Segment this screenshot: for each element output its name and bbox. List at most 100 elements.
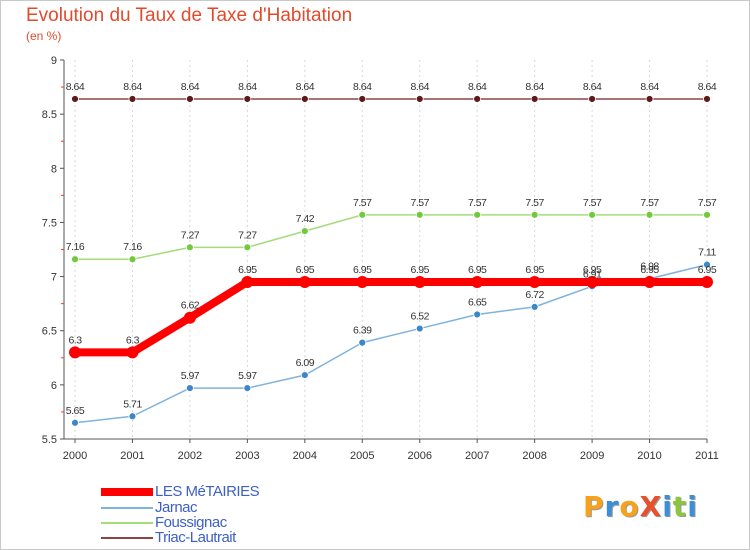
legend-item: Jarnac xyxy=(101,499,361,516)
series-point-3 xyxy=(300,95,309,103)
logo-letter: i xyxy=(662,490,673,523)
y-tick-label: 6.5 xyxy=(42,326,57,338)
y-tick-label: 9 xyxy=(51,55,57,67)
series-point-0 xyxy=(69,346,81,359)
data-label: 6.09 xyxy=(296,357,315,369)
series-point-0 xyxy=(183,311,196,324)
x-tick-label: 2007 xyxy=(465,450,489,462)
series-point-2 xyxy=(530,210,539,219)
y-tick-label: 7.5 xyxy=(42,217,57,229)
logo-letter: i xyxy=(687,490,698,523)
y-tick-label: 6 xyxy=(51,380,57,392)
data-label: 8.64 xyxy=(238,81,257,93)
data-label: 8.64 xyxy=(66,81,85,93)
data-label: 7.57 xyxy=(468,197,487,209)
series-point-2 xyxy=(358,210,367,219)
series-point-3 xyxy=(645,95,654,103)
logo-letter: r xyxy=(604,490,620,523)
data-label: 7.57 xyxy=(353,197,372,209)
y-tick-label: 8.5 xyxy=(42,109,57,121)
data-label: 7.57 xyxy=(525,197,544,209)
data-label: 6.3 xyxy=(68,334,82,346)
proxiti-logo: ProXiti xyxy=(583,490,698,523)
legend-item: Triac-Lautrait xyxy=(101,529,361,546)
series-point-3 xyxy=(473,95,482,103)
x-tick-label: 2008 xyxy=(522,450,546,462)
legend-swatch xyxy=(101,488,153,496)
data-label: 8.64 xyxy=(296,81,315,93)
y-tick-label: 8 xyxy=(51,163,57,175)
legend-item: LES MéTAIRIES xyxy=(101,483,361,500)
series-point-3 xyxy=(243,95,252,103)
data-label: 5.65 xyxy=(66,405,85,417)
data-label: 6.95 xyxy=(296,264,315,276)
data-label: 6.95 xyxy=(468,264,487,276)
series-point-1 xyxy=(128,412,137,421)
data-label: 8.64 xyxy=(468,81,487,93)
data-label: 8.64 xyxy=(640,81,659,93)
y-tick-label: 7 xyxy=(51,272,57,284)
data-label: 8.64 xyxy=(525,81,544,93)
series-point-3 xyxy=(358,95,367,103)
series-point-1 xyxy=(358,338,367,347)
data-label: 6.91 xyxy=(583,268,602,280)
series-point-3 xyxy=(186,95,194,103)
series-point-2 xyxy=(243,243,252,252)
data-label: 6.95 xyxy=(411,264,430,276)
series-point-2 xyxy=(71,255,79,264)
logo-letter: X xyxy=(639,490,663,523)
x-tick-label: 2004 xyxy=(293,450,317,462)
series-point-2 xyxy=(473,210,482,219)
legend-label: LES MéTAIRIES xyxy=(155,483,260,500)
data-label: 7.11 xyxy=(698,247,716,259)
series-point-0 xyxy=(701,275,713,288)
x-tick-label: 2006 xyxy=(407,450,431,462)
x-tick-label: 2002 xyxy=(178,450,202,462)
data-label: 6.95 xyxy=(640,264,659,276)
series-point-1 xyxy=(415,324,424,333)
series-point-0 xyxy=(241,275,254,288)
series-point-1 xyxy=(300,371,309,380)
data-label: 6.52 xyxy=(411,311,430,323)
data-label: 6.39 xyxy=(353,325,372,337)
data-label: 7.16 xyxy=(123,241,142,253)
series-point-0 xyxy=(586,275,599,288)
series-line-0 xyxy=(75,277,707,357)
data-label: 8.64 xyxy=(123,81,142,93)
series-point-2 xyxy=(703,210,711,219)
data-label: 6.3 xyxy=(126,334,140,346)
data-label: 5.97 xyxy=(181,370,200,382)
x-tick-label: 2001 xyxy=(120,450,144,462)
series-point-3 xyxy=(71,95,79,103)
legend-label: Foussignac xyxy=(155,514,227,531)
legend-label: Triac-Lautrait xyxy=(155,529,236,546)
series-point-1 xyxy=(473,310,482,319)
data-label: 7.57 xyxy=(411,197,430,209)
series-point-0 xyxy=(298,275,311,288)
legend-item: Foussignac xyxy=(101,514,361,531)
series-point-2 xyxy=(588,210,596,219)
legend-swatch xyxy=(101,507,153,509)
x-tick-label: 2000 xyxy=(63,450,87,462)
series-point-0 xyxy=(413,275,426,288)
series-point-0 xyxy=(528,275,541,288)
data-label: 6.95 xyxy=(698,264,717,276)
chart-title: Evolution du Taux de Taxe d'Habitation xyxy=(26,5,353,26)
data-label: 7.27 xyxy=(181,229,200,241)
y-tick-label: 5.5 xyxy=(42,434,57,446)
data-label: 6.95 xyxy=(238,264,257,276)
data-label: 6.72 xyxy=(525,289,544,301)
series-point-3 xyxy=(588,95,596,103)
data-label: 6.62 xyxy=(181,300,200,312)
data-label: 7.16 xyxy=(66,241,85,253)
data-label: 7.57 xyxy=(583,197,602,209)
legend-swatch xyxy=(101,537,153,539)
legend-label: Jarnac xyxy=(155,499,198,516)
data-label: 7.57 xyxy=(698,197,717,209)
series-point-2 xyxy=(300,227,309,235)
series-line-2 xyxy=(75,214,707,260)
data-label: 6.98 xyxy=(640,261,659,273)
series-point-1 xyxy=(703,260,711,269)
data-label: 8.64 xyxy=(698,81,717,93)
